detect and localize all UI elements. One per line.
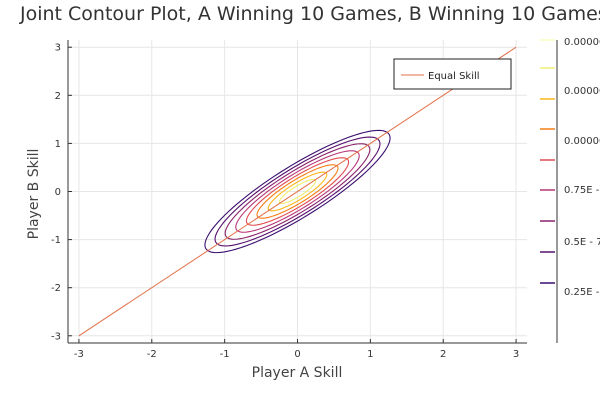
x-axis-title: Player A Skill — [252, 365, 343, 381]
y-tick-label: -3 — [51, 331, 61, 342]
y-tick-label: -2 — [51, 283, 61, 294]
x-tick-label: -1 — [220, 349, 230, 360]
grid-lines — [68, 40, 527, 343]
y-tick-label: 3 — [55, 43, 61, 54]
legend-label-equal-skill: Equal Skill — [428, 71, 480, 82]
y-tick-label: 0 — [55, 187, 61, 198]
legend-box — [393, 58, 512, 90]
x-tick-label: 2 — [440, 349, 446, 360]
x-tick-label: -2 — [147, 349, 157, 360]
tick-labels: -3 -2 -1 0 1 2 3 -3 -2 -1 0 1 2 3 — [51, 43, 519, 360]
legend: Equal Skill — [393, 58, 512, 90]
y-axis-title: Player B Skill — [26, 149, 42, 240]
x-tick-label: 3 — [513, 349, 519, 360]
x-tick-label: 1 — [367, 349, 373, 360]
colorbar-tick-label: 0.25E - — [564, 287, 600, 298]
x-tick-label: -3 — [74, 349, 84, 360]
equal-skill-line — [78, 46, 517, 337]
colorbar-tick-label: 0.5E - 7 — [564, 237, 600, 248]
y-tick-label: 1 — [55, 139, 61, 150]
y-tick-label: 2 — [55, 91, 61, 102]
reference-line-layer — [78, 46, 517, 337]
y-tick-label: -1 — [51, 235, 61, 246]
chart-title: Joint Contour Plot, A Winning 10 Games, … — [19, 3, 600, 25]
colorbar-tick-label: 0.75E - — [564, 185, 600, 196]
axes — [67, 40, 527, 344]
x-tick-label: 0 — [294, 349, 300, 360]
